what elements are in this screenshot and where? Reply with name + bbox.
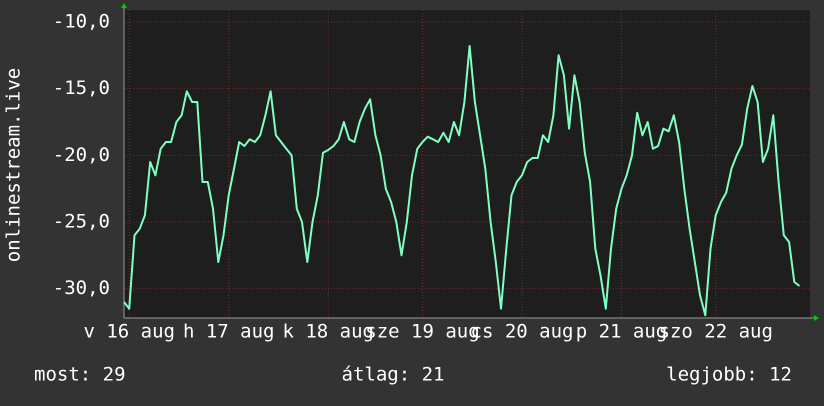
y-tick-label: -30,0	[53, 277, 110, 299]
y-tick-label: -10,0	[53, 11, 110, 33]
y-tick-label: -25,0	[53, 211, 110, 233]
x-tick-label: cs 20 aug	[471, 321, 574, 343]
y-axis-title: onlinestream.live	[3, 68, 25, 262]
x-tick-label: k 18 aug	[282, 321, 374, 343]
stat-average: átlag: 21	[342, 364, 445, 386]
x-tick-label: szo 22 aug	[659, 321, 773, 343]
axis-arrow	[814, 315, 819, 321]
stat-best: legjobb: 12	[666, 364, 792, 386]
y-tick-label: -15,0	[53, 77, 110, 99]
x-tick-label: v 16 aug	[83, 321, 175, 343]
axis-arrow	[121, 3, 127, 8]
data-line	[123, 45, 801, 317]
y-tick-label: -20,0	[53, 144, 110, 166]
x-tick-label: sze 19 aug	[365, 321, 479, 343]
plot-area	[124, 10, 810, 318]
x-tick-label: h 17 aug	[183, 321, 275, 343]
x-tick-label: p 21 aug	[576, 321, 668, 343]
stat-current: most: 29	[34, 364, 126, 386]
